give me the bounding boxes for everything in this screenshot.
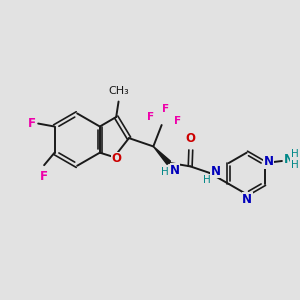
Text: O: O — [186, 132, 196, 145]
Text: F: F — [174, 116, 181, 127]
Text: CH₃: CH₃ — [109, 86, 129, 96]
Text: H: H — [290, 160, 298, 170]
Text: H: H — [161, 167, 169, 177]
Text: N: N — [264, 155, 274, 168]
Text: H: H — [290, 149, 298, 160]
Text: F: F — [40, 169, 47, 183]
Text: H: H — [203, 175, 210, 185]
Text: N: N — [211, 165, 221, 178]
Text: O: O — [111, 152, 121, 165]
Text: N: N — [284, 153, 294, 166]
Text: F: F — [28, 117, 36, 130]
Text: N: N — [170, 164, 180, 177]
Text: F: F — [162, 104, 169, 114]
Text: F: F — [147, 112, 154, 122]
Text: N: N — [242, 193, 252, 206]
Polygon shape — [153, 146, 170, 164]
